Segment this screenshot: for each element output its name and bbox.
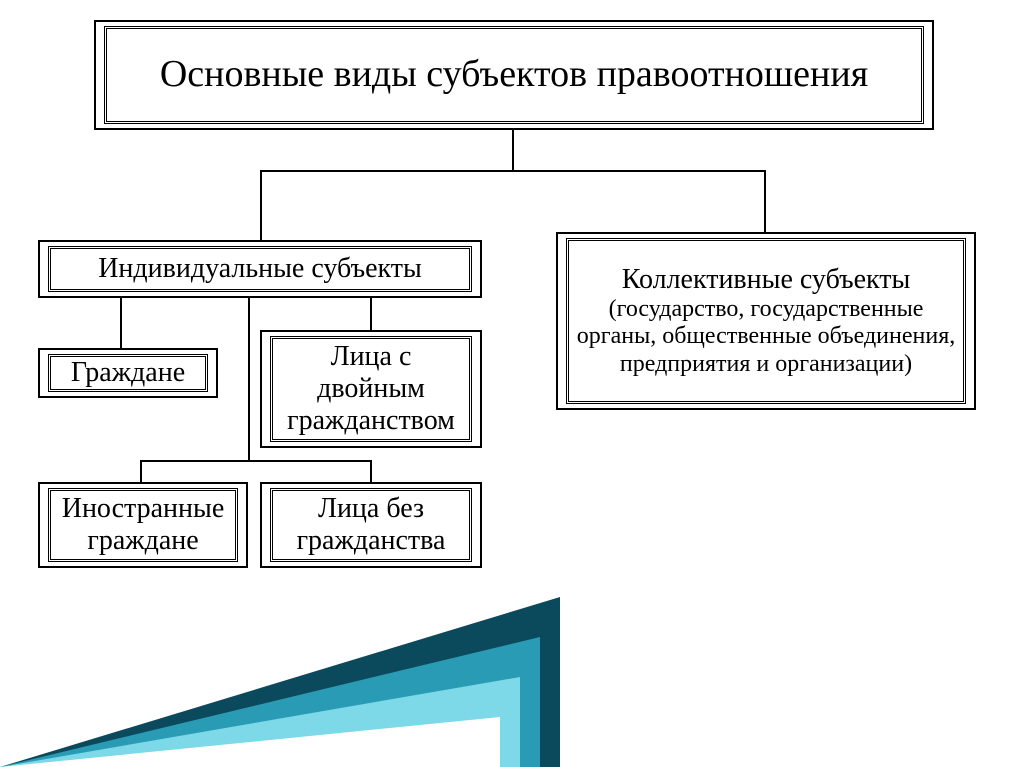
decor-triangle-white — [0, 717, 500, 767]
dual-box: Лица с двойным гражданством — [260, 330, 482, 448]
collective-box: Коллективные субъекты (государство, госу… — [556, 232, 976, 410]
connector — [140, 460, 142, 482]
citizens-text: Граждане — [71, 357, 185, 389]
dual-text: Лица с двойным гражданством — [279, 341, 463, 438]
individual-box: Индивидуальные субъекты — [38, 240, 482, 298]
citizens-box: Граждане — [38, 348, 218, 398]
connector — [370, 460, 372, 482]
stateless-box: Лица без гражданства — [260, 482, 482, 568]
connector — [260, 170, 766, 172]
stateless-text: Лица без гражданства — [279, 493, 463, 557]
foreign-box: Иностранные граждане — [38, 482, 248, 568]
connector — [260, 170, 262, 240]
title-box: Основные виды субъектов правоотношения — [94, 20, 934, 130]
collective-sub: (государство, государственные органы, об… — [575, 296, 957, 379]
title-text: Основные виды субъектов правоотношения — [160, 53, 868, 97]
collective-main: Коллективные субъекты — [622, 264, 911, 296]
connector — [140, 460, 372, 462]
foreign-text: Иностранные граждане — [57, 493, 229, 557]
connector — [764, 170, 766, 232]
individual-text: Индивидуальные субъекты — [98, 253, 422, 285]
connector — [120, 298, 122, 348]
connector — [248, 298, 250, 460]
connector — [370, 298, 372, 330]
connector — [512, 130, 514, 170]
